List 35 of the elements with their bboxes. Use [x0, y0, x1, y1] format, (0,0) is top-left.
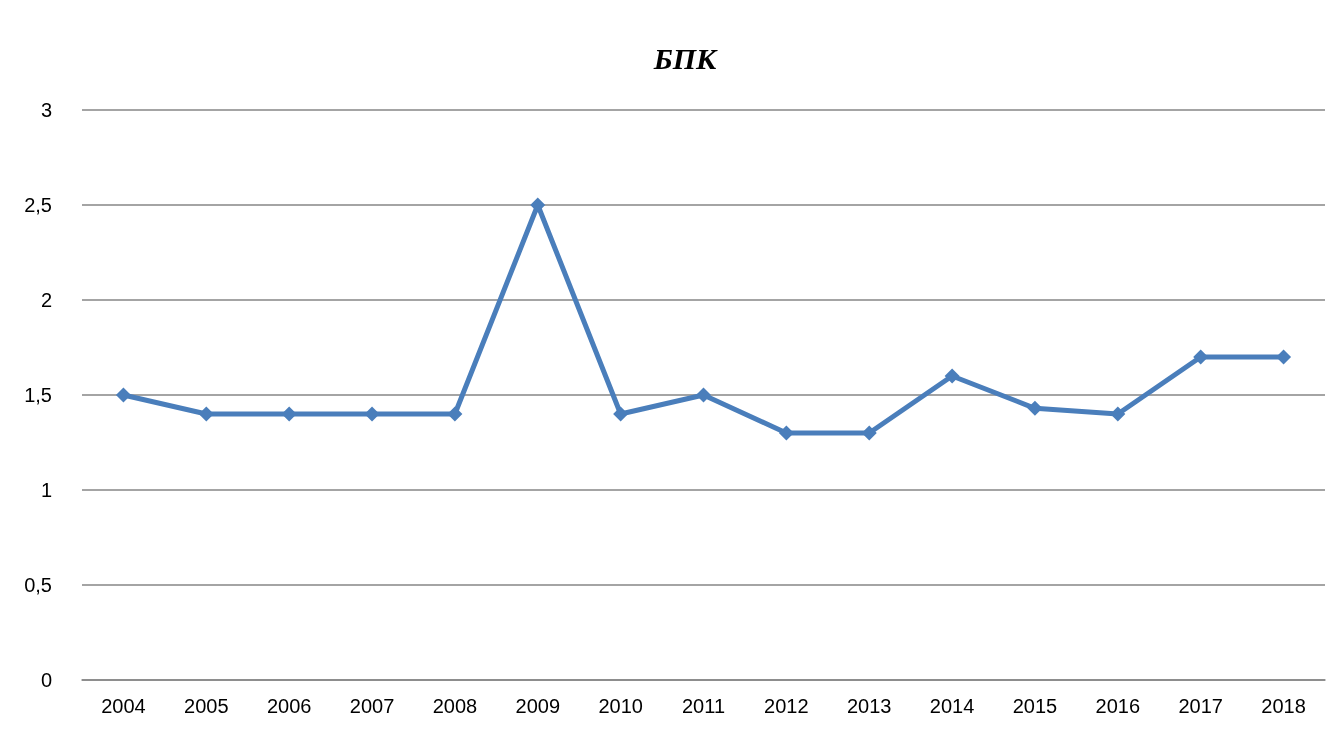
x-tick-label: 2011 [681, 695, 726, 717]
x-tick-label: 2007 [349, 695, 395, 717]
y-tick-label: 1 [40, 479, 52, 501]
x-tick-label: 2010 [598, 695, 643, 717]
x-tick-label: 2013 [846, 695, 892, 717]
x-tick-label: 2008 [432, 695, 478, 717]
x-tick-label: 2004 [101, 695, 146, 717]
point [1276, 349, 1292, 365]
point [613, 406, 629, 422]
x-tick-label: 2016 [1095, 695, 1141, 717]
x-tick-label: 2012 [764, 695, 809, 717]
y-tick-label: 0 [40, 669, 52, 691]
y-tick-label: 2 [40, 289, 52, 311]
x-tick-label: 2017 [1178, 695, 1223, 717]
x-tick-label: 2005 [184, 695, 229, 717]
chart-title: БПК [652, 41, 719, 75]
point [198, 406, 214, 422]
x-tick-label: 2014 [929, 695, 975, 717]
y-tick-label: 1,5 [24, 384, 52, 406]
x-tick-label: 2018 [1261, 695, 1306, 717]
x-tick-label: 2009 [515, 695, 561, 717]
x-tick-label: 2006 [266, 695, 312, 717]
y-tick-label: 0,5 [24, 574, 52, 596]
x-tick-label: 2015 [1012, 695, 1058, 717]
point [115, 387, 131, 403]
y-tick-label: 3 [40, 99, 52, 121]
point [530, 197, 546, 213]
point [1110, 406, 1126, 422]
y-tick-label: 2,5 [24, 194, 52, 216]
point [364, 406, 380, 422]
point [696, 387, 711, 403]
point [944, 368, 960, 384]
point [1027, 400, 1043, 416]
point [778, 425, 794, 441]
point [447, 406, 463, 422]
